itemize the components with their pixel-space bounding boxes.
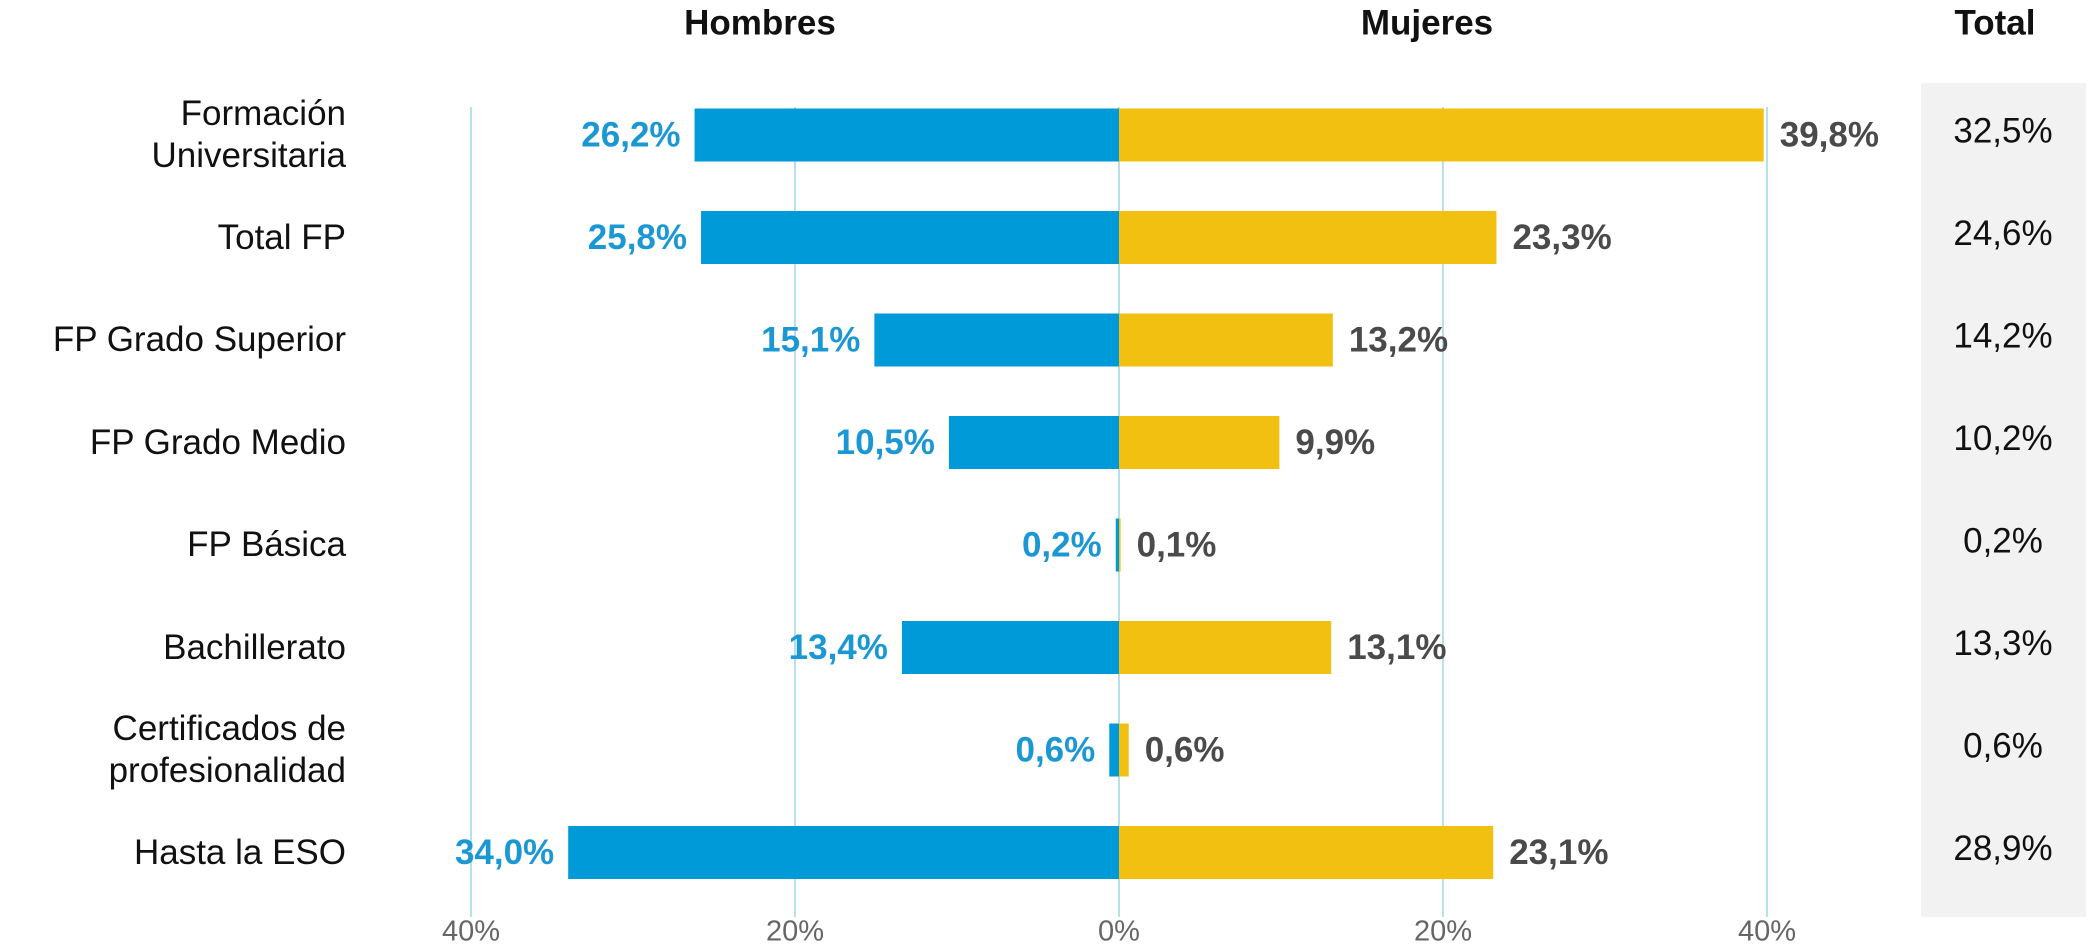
total-value: 13,3% [1953, 624, 2052, 663]
category-label: Certificados de profesionalidad [108, 709, 346, 790]
bar [1115, 518, 1119, 572]
value-label: 15,1% [761, 320, 860, 359]
bar [568, 826, 1119, 879]
bar [694, 108, 1119, 162]
series-header: Hombres [684, 3, 836, 42]
bar [901, 621, 1119, 674]
value-label: 0,1% [1137, 525, 1217, 564]
total-value: 10,2% [1953, 419, 2052, 458]
bar [1119, 621, 1332, 674]
bar [1119, 313, 1333, 367]
category-label: FP Básica [187, 525, 346, 564]
bar [948, 416, 1119, 469]
bar [1119, 826, 1494, 879]
value-label: 25,8% [588, 218, 687, 257]
value-label: 26,2% [581, 115, 680, 154]
category-label: Hasta la ESO [133, 832, 346, 872]
bar [701, 211, 1119, 264]
total-header: Total [1954, 3, 2035, 42]
total-value: 14,2% [1953, 316, 2052, 355]
value-label: 0,6% [1015, 730, 1095, 769]
value-label: 13,4% [789, 628, 888, 667]
value-label: 39,8% [1780, 115, 1879, 154]
value-label: 34,0% [455, 833, 554, 872]
value-label: 0,6% [1145, 730, 1225, 769]
total-value: 24,6% [1953, 214, 2052, 253]
series-header: Mujeres [1361, 3, 1493, 42]
total-value: 0,6% [1963, 726, 2043, 765]
value-label: 13,1% [1347, 628, 1446, 667]
category-label: Formación Universitaria [151, 94, 347, 175]
x-tick-label: 40% [1738, 916, 1796, 948]
bar [1119, 518, 1121, 572]
x-tick-label: 20% [1414, 916, 1472, 948]
value-label: 23,3% [1512, 218, 1611, 257]
bar [1119, 416, 1280, 469]
total-panel [1921, 83, 2086, 917]
x-tick-label: 40% [442, 916, 500, 948]
bar [1109, 723, 1119, 777]
category-label: FP Grado Medio [89, 422, 346, 462]
total-value: 32,5% [1953, 111, 2052, 150]
value-label: 13,2% [1349, 320, 1448, 359]
bar [1119, 108, 1764, 162]
category-label: Bachillerato [163, 627, 346, 667]
bar [874, 313, 1119, 367]
value-label: 23,1% [1509, 833, 1608, 872]
x-tick-label: 20% [766, 916, 824, 948]
value-label: 10,5% [836, 423, 935, 462]
total-value: 28,9% [1953, 829, 2052, 868]
total-value: 0,2% [1963, 521, 2043, 560]
bar [1119, 723, 1129, 777]
category-label: FP Grado Superior [52, 320, 346, 359]
value-label: 9,9% [1295, 423, 1375, 462]
x-tick-label: 0% [1098, 916, 1140, 948]
bar [1119, 211, 1497, 264]
value-label: 0,2% [1022, 525, 1102, 564]
category-label: Total FP [217, 217, 346, 257]
